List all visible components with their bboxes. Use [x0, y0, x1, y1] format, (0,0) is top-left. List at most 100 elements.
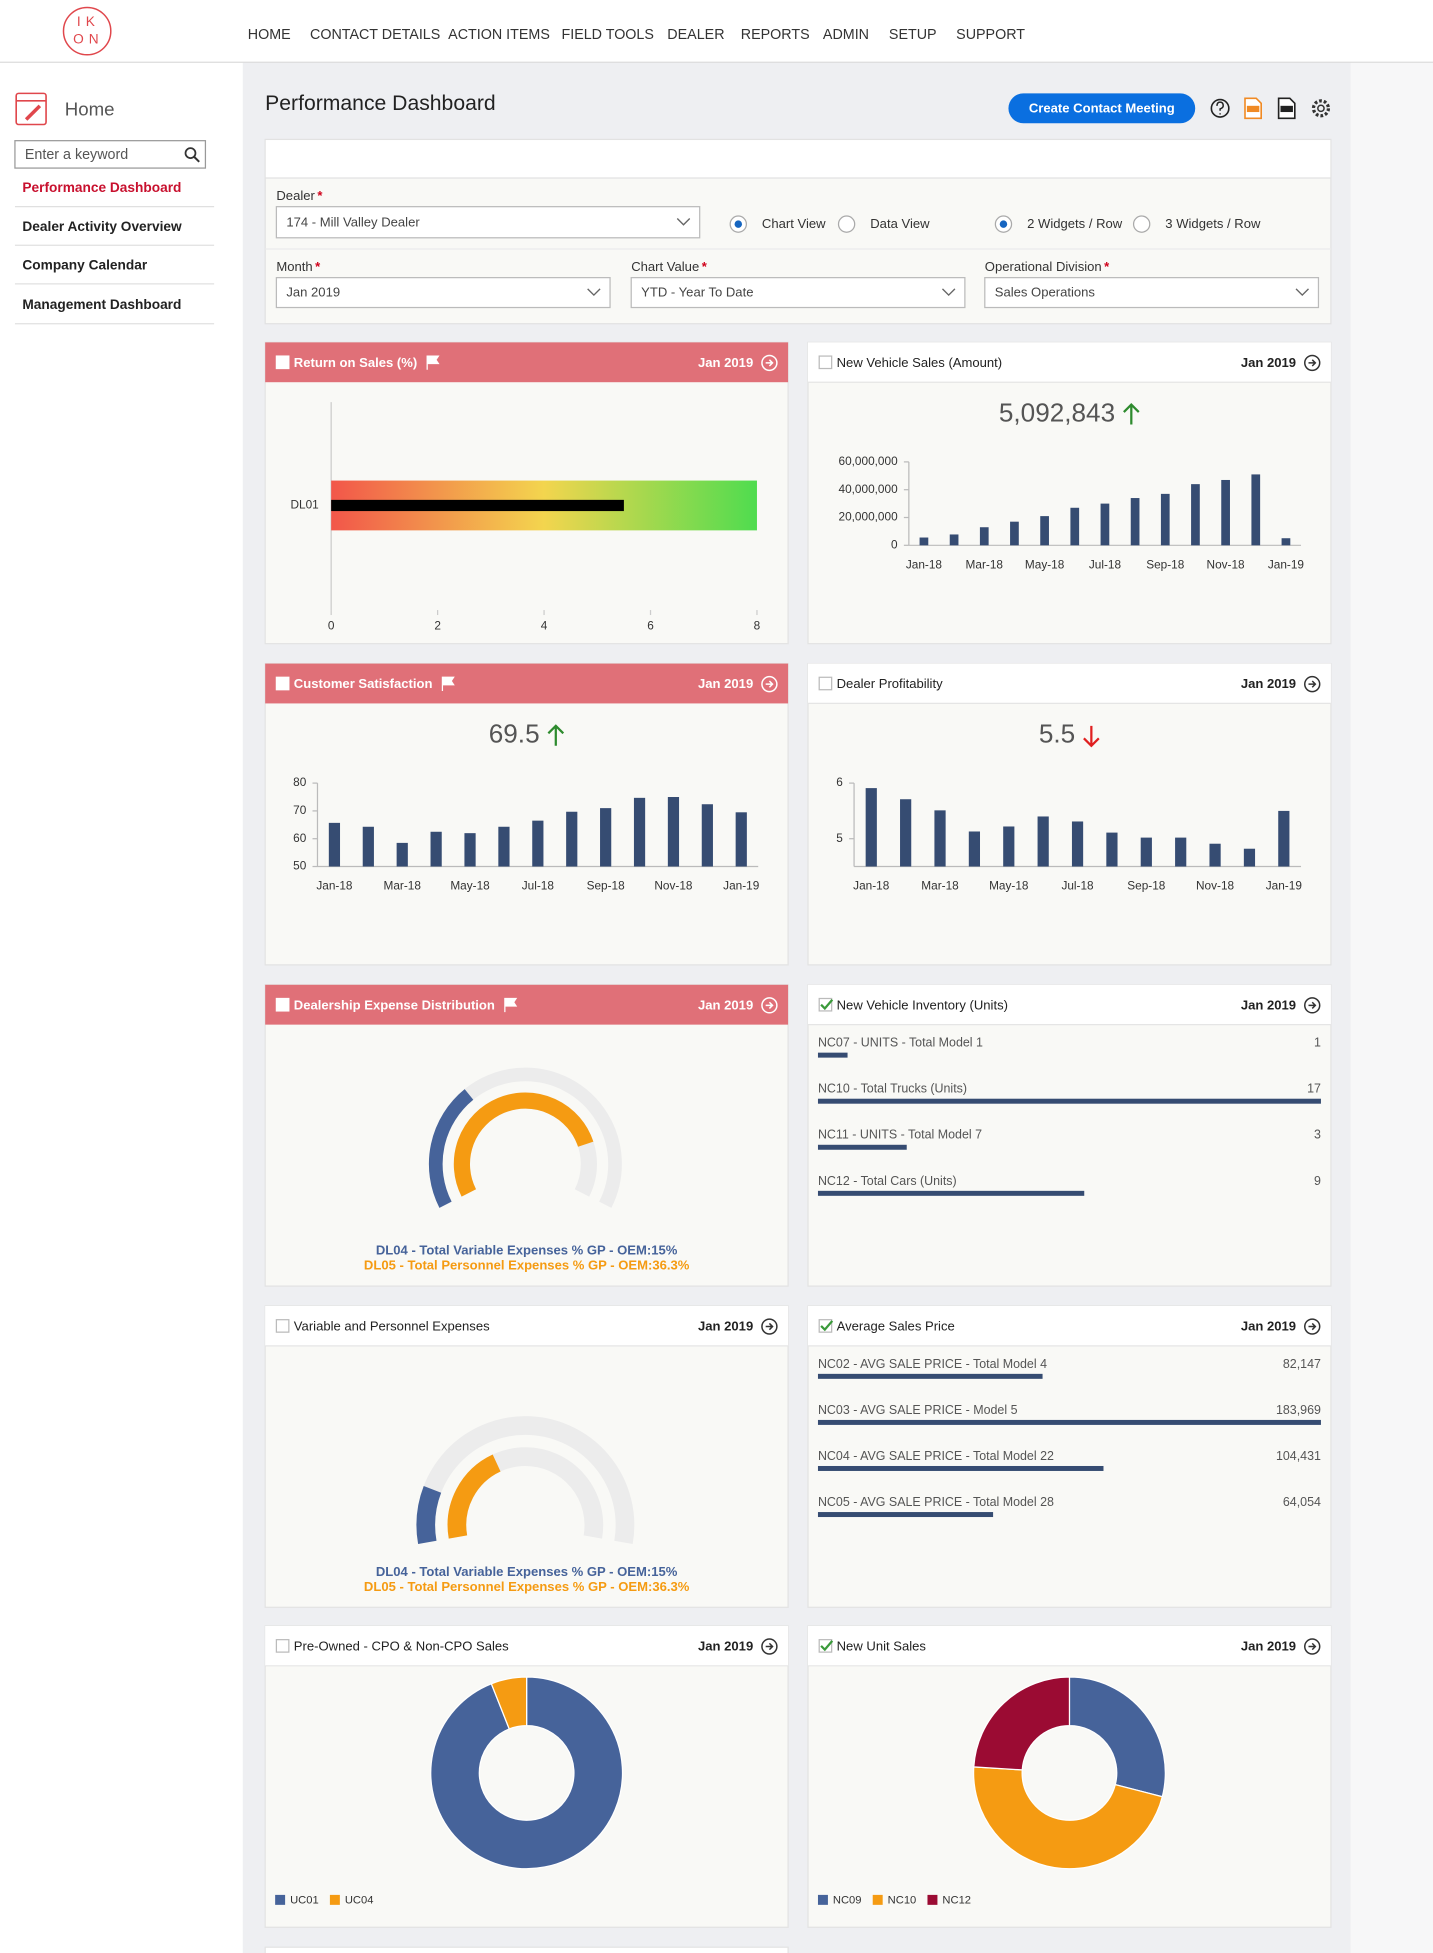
select-chevron [1295, 288, 1309, 297]
select-box[interactable] [275, 277, 611, 309]
donut-slice [972, 1766, 1164, 1870]
bar [1040, 516, 1049, 546]
donut-slice [490, 1676, 528, 1730]
bullet-bar [331, 499, 624, 512]
select-chevron [676, 218, 691, 226]
nav-item[interactable]: SUPPORT [956, 27, 1025, 43]
widget: Dealer Profitability Jan 2019 5.5 5 6 Jan-18 M… [807, 662, 1332, 966]
checkbox[interactable] [275, 1639, 290, 1653]
alert-flag [441, 676, 455, 691]
checkbox[interactable] [818, 1319, 833, 1333]
trend-arrow [1083, 725, 1100, 748]
open-widget-icon[interactable] [761, 675, 778, 693]
x-tick-label: 2 [434, 618, 441, 632]
gauge-arc [428, 1089, 474, 1208]
open-widget-icon[interactable] [1304, 1318, 1321, 1335]
checkbox[interactable] [275, 997, 290, 1012]
x-tick-label: Nov-18 [654, 879, 693, 893]
bar [900, 799, 912, 867]
row-label: NC03 - AVG SALE PRICE - Model 5 [818, 1403, 1018, 1417]
checkbox[interactable] [818, 997, 833, 1012]
open-widget-arrow [765, 680, 774, 688]
open-widget-icon[interactable] [1304, 1638, 1321, 1655]
radio-dot [999, 220, 1008, 228]
radio[interactable] [1132, 215, 1151, 233]
nav-item[interactable]: DEALER [667, 27, 724, 43]
checkbox[interactable] [818, 1639, 833, 1653]
row-label: NC10 - Total Trucks (Units) [818, 1082, 967, 1096]
sidebar-link[interactable]: Management Dashboard [22, 297, 181, 312]
checkbox[interactable] [818, 676, 833, 691]
widget-card [807, 1305, 1332, 1608]
widget-title: Dealership Expense Distribution [294, 997, 495, 1012]
select-box[interactable] [630, 277, 966, 309]
widget-title: Variable and Personnel Expenses [294, 1319, 490, 1334]
widget-card [264, 1946, 789, 1953]
help-icon[interactable] [1210, 98, 1230, 118]
select-chevron [587, 288, 601, 297]
nav-item[interactable]: ACTION ITEMS [448, 27, 550, 43]
home-icon[interactable] [15, 92, 47, 126]
radio-label: 3 Widgets / Row [1165, 216, 1261, 231]
sidebar-home[interactable]: Home [65, 99, 115, 120]
row-value: 9 [1314, 1174, 1321, 1188]
widget-title: Average Sales Price [837, 1319, 955, 1334]
open-widget-icon[interactable] [761, 1318, 778, 1335]
y-tick-label: 0 [891, 537, 898, 551]
row-label: NC05 - AVG SALE PRICE - Total Model 28 [818, 1495, 1054, 1509]
bar [979, 527, 989, 546]
nav-item[interactable]: HOME [248, 27, 291, 43]
widget-date: Jan 2019 [698, 355, 753, 370]
checkbox[interactable] [275, 676, 290, 691]
select-box[interactable] [984, 277, 1320, 309]
sidebar-link[interactable]: Performance Dashboard [22, 180, 181, 195]
widget: New Unit Sales Jan 2019 NC09 NC10 NC12 [807, 1625, 1332, 1928]
checkbox[interactable] [275, 1319, 290, 1333]
filter-panel-top [265, 140, 1331, 179]
nav-item[interactable]: SETUP [889, 27, 937, 43]
settings-icon[interactable] [1311, 99, 1331, 118]
nav-item[interactable]: REPORTS [741, 27, 810, 43]
bar [464, 833, 476, 867]
sidebar-link[interactable]: Company Calendar [22, 257, 147, 272]
create-meeting-button[interactable] [1008, 93, 1196, 124]
widget-header [808, 1625, 1331, 1666]
y-tick-label: 50 [293, 859, 307, 873]
bar [532, 820, 544, 867]
x-tick-label: 4 [541, 618, 548, 632]
open-widget-icon[interactable] [1304, 997, 1321, 1014]
open-widget-icon[interactable] [1304, 675, 1321, 693]
x-tick-label: Jan-19 [1268, 557, 1305, 571]
search-icon[interactable] [184, 147, 197, 159]
widget-title: New Vehicle Inventory (Units) [837, 997, 1008, 1012]
home-icon-pen [24, 104, 42, 121]
hbar [817, 1465, 1104, 1471]
open-widget-icon[interactable] [761, 997, 778, 1014]
open-widget-icon[interactable] [1304, 354, 1321, 372]
legend-swatch [872, 1894, 883, 1905]
open-widget-icon[interactable] [761, 354, 778, 372]
nav-item[interactable]: CONTACT DETAILS [310, 27, 440, 43]
widget-date: Jan 2019 [698, 1639, 753, 1654]
legend-label: NC12 [942, 1894, 971, 1906]
x-tick-label: Nov-18 [1207, 557, 1246, 571]
open-widget-icon[interactable] [761, 1638, 778, 1655]
bar [1191, 484, 1200, 546]
x-tick-label: Jan-19 [723, 879, 760, 893]
logo-ring[interactable] [62, 6, 112, 56]
x-tick-label: Sep-18 [1127, 879, 1166, 893]
checkbox[interactable] [818, 355, 833, 370]
radio[interactable] [837, 215, 856, 233]
x-tick-label: Jul-18 [522, 879, 555, 893]
checkbox[interactable] [275, 355, 290, 370]
select-box[interactable] [275, 206, 701, 239]
gauge-arc [453, 1092, 594, 1197]
sidebar-link[interactable]: Dealer Activity Overview [22, 219, 182, 234]
search-box[interactable] [14, 140, 207, 169]
required-mark: * [317, 188, 323, 203]
y-tick-label: 40,000,000 [839, 482, 899, 496]
nav-item[interactable]: ADMIN [823, 27, 869, 43]
required-mark: * [315, 259, 321, 274]
nav-item[interactable]: FIELD TOOLS [561, 27, 653, 43]
